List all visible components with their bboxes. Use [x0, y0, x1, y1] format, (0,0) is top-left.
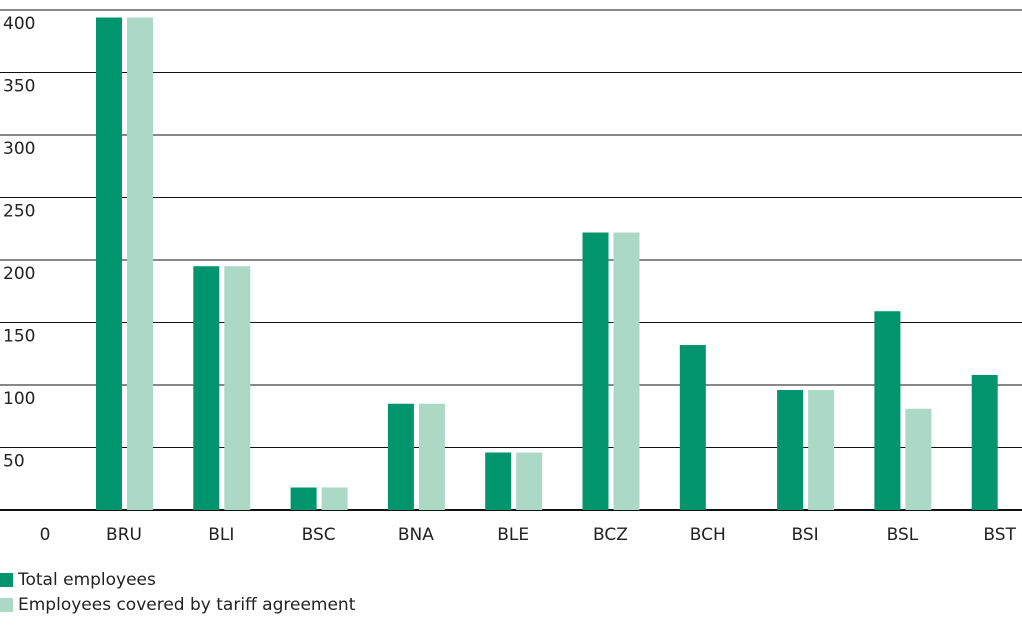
- x-tick-label: BSC: [302, 525, 336, 545]
- x-tick-label: BLE: [497, 525, 529, 545]
- legend-swatch: [0, 573, 13, 587]
- bar: [971, 375, 998, 510]
- y-tick-label: 350: [3, 77, 35, 97]
- bar: [321, 487, 348, 510]
- bar: [777, 390, 804, 510]
- y-tick-label: 200: [3, 264, 35, 284]
- y-tick-label: 100: [3, 389, 35, 409]
- bar: [224, 266, 251, 510]
- bar: [290, 487, 317, 510]
- bar: [808, 390, 835, 510]
- bar: [613, 232, 640, 510]
- legend-swatch: [0, 598, 13, 612]
- x-tick-label: BRU: [106, 525, 142, 545]
- x-tick-label: BNA: [398, 525, 434, 545]
- x-tick-label: BSI: [792, 525, 819, 545]
- y-tick-label: 150: [3, 327, 35, 347]
- bar: [516, 452, 543, 510]
- bar: [418, 403, 445, 510]
- bar: [679, 345, 706, 510]
- x-tick-label: BLI: [208, 525, 234, 545]
- y-tick-label: 400: [3, 14, 35, 34]
- x-tick-label: BCH: [690, 525, 726, 545]
- y-tick-label: 50: [3, 452, 25, 472]
- bar: [387, 403, 414, 510]
- legend-label: Total employees: [17, 570, 156, 590]
- legend-label: Employees covered by tariff agreement: [18, 595, 356, 615]
- x-tick-label: BST: [983, 525, 1016, 545]
- bar: [874, 311, 901, 510]
- bar: [193, 266, 220, 510]
- x-tick-label: BSL: [887, 525, 919, 545]
- bar: [127, 17, 153, 510]
- y-tick-label: 0: [40, 525, 51, 545]
- bar: [96, 17, 122, 510]
- y-tick-label: 300: [3, 139, 35, 159]
- y-tick-label: 250: [3, 202, 35, 222]
- bar: [582, 232, 609, 510]
- x-tick-label: BCZ: [593, 525, 628, 545]
- bar: [485, 452, 512, 510]
- bar: [905, 408, 932, 510]
